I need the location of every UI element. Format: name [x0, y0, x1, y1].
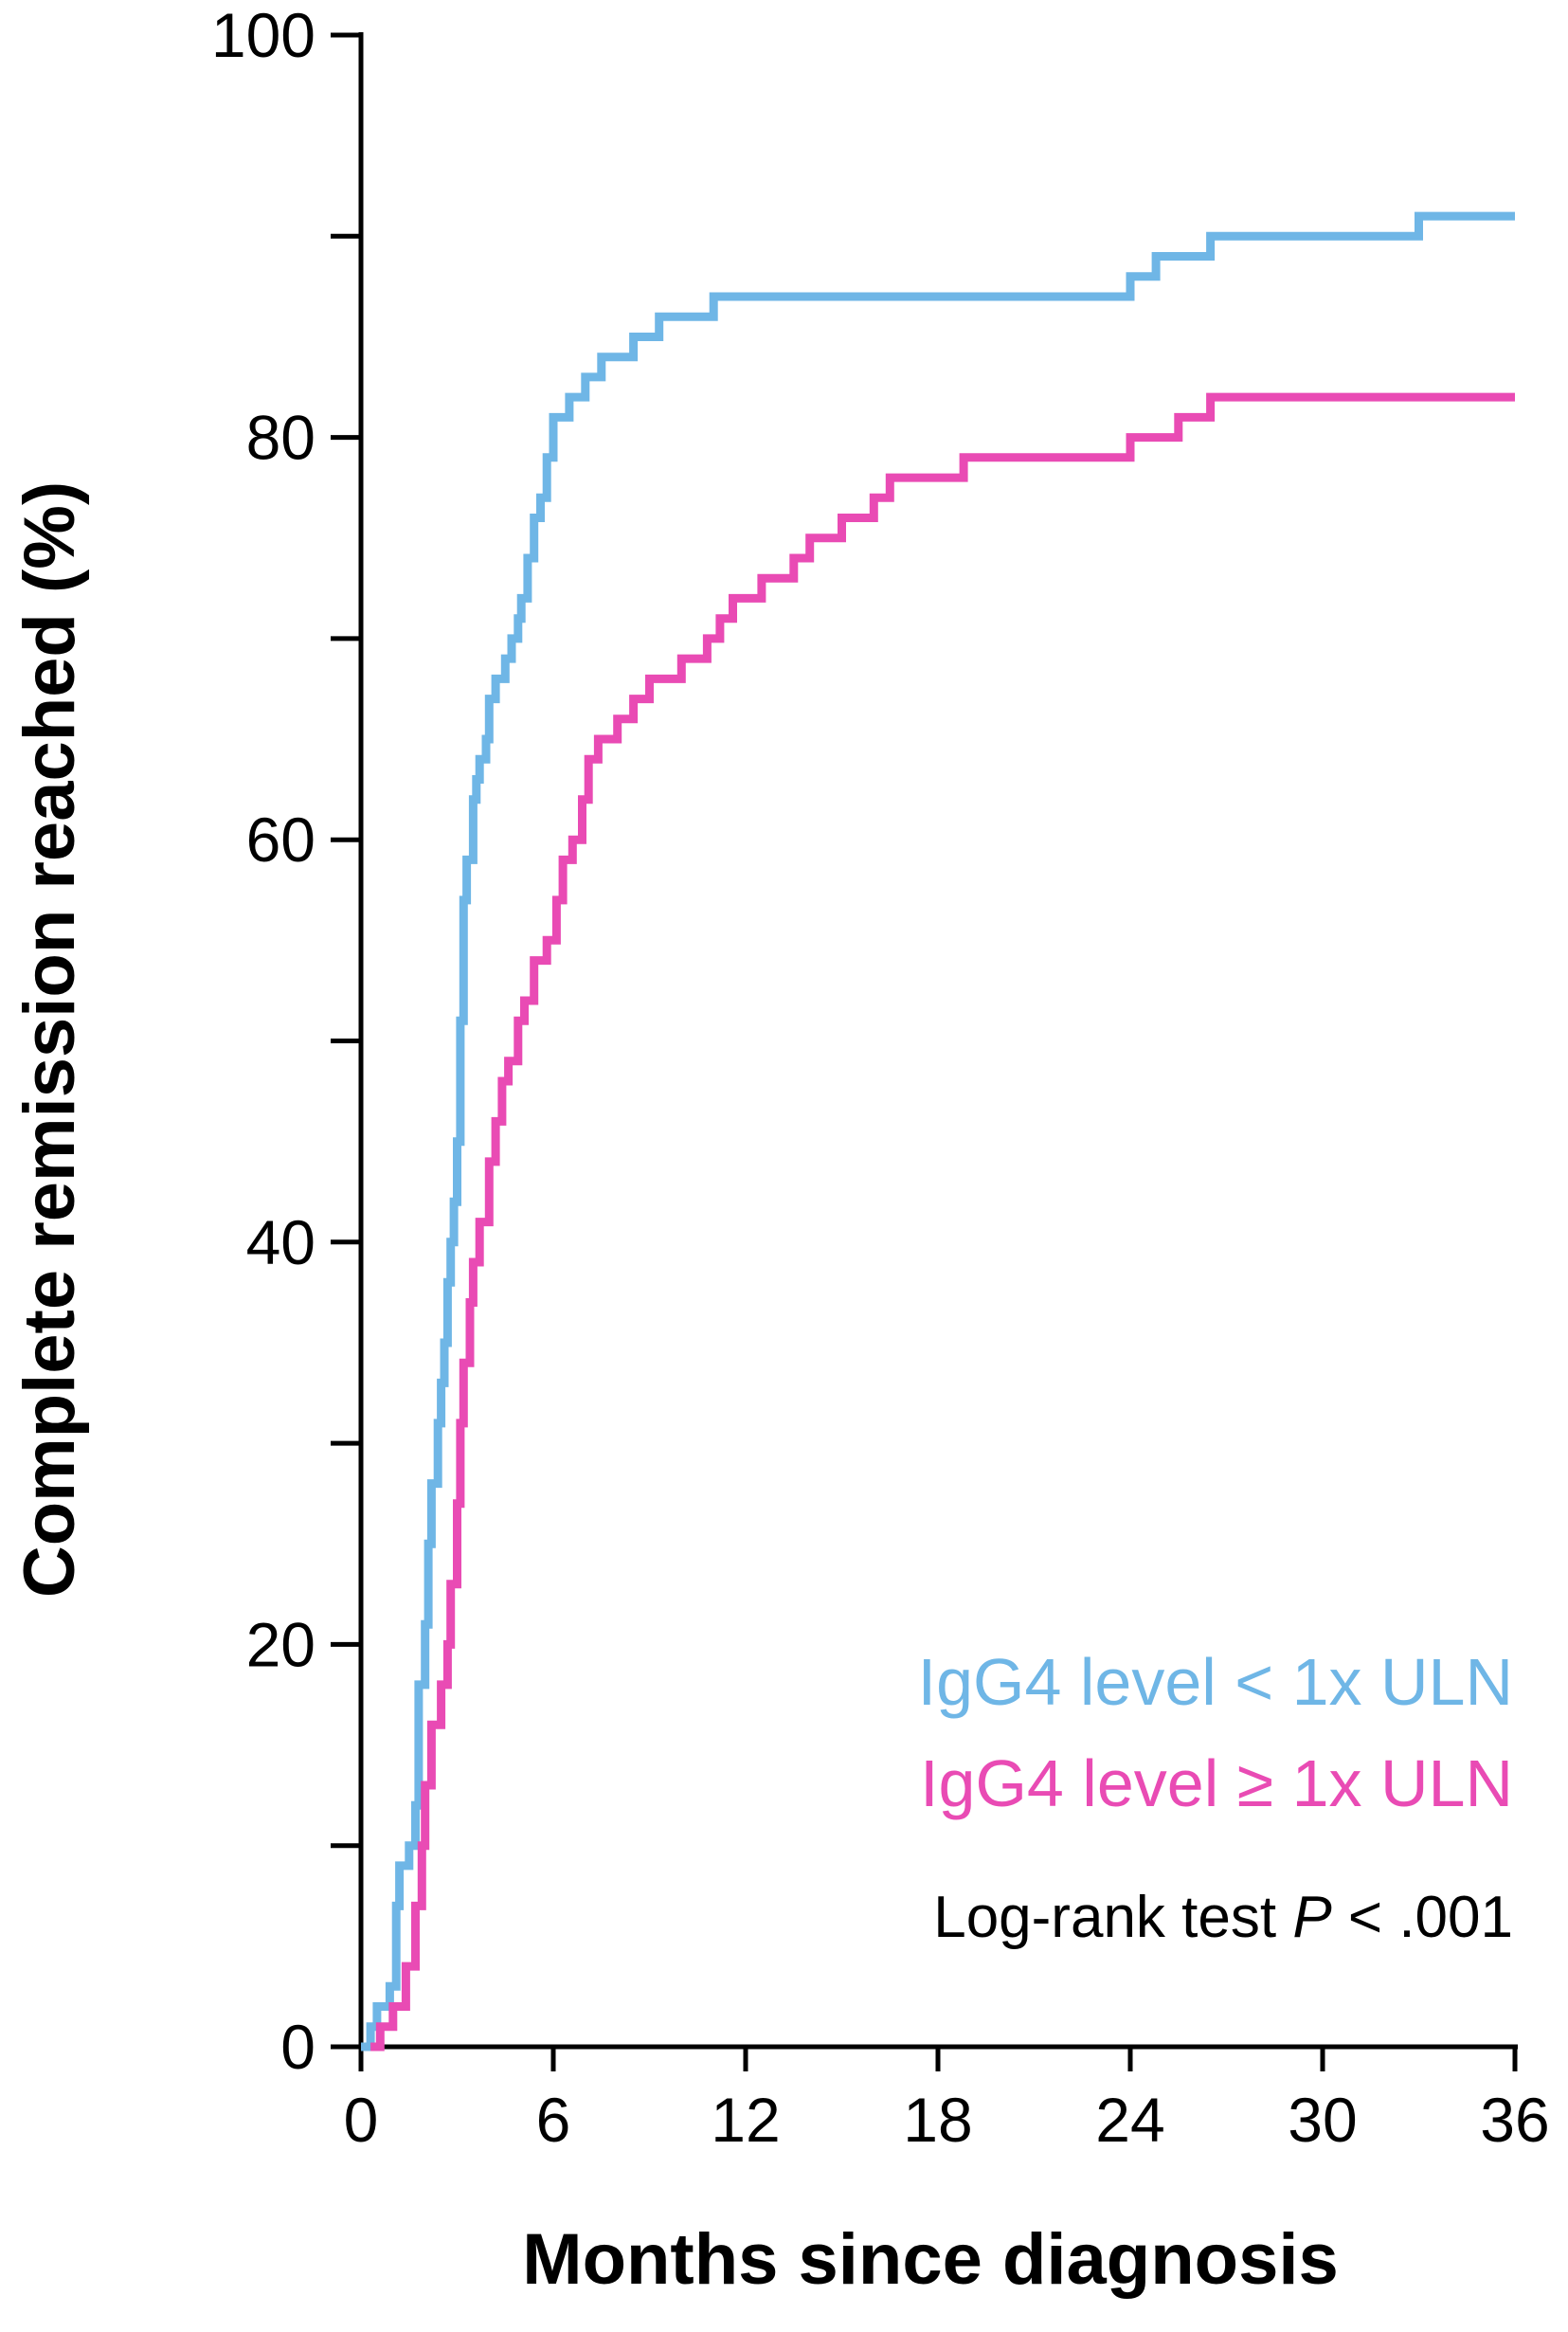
- logrank-annotation: Log-rank test P < .001: [933, 1885, 1513, 1950]
- logrank-suffix: < .001: [1332, 1885, 1513, 1950]
- x-tick-label: 6: [536, 2085, 571, 2155]
- x-tick-label: 0: [344, 2085, 379, 2155]
- series-line-1: [370, 392, 1515, 2052]
- y-axis: 0 20 40 60 80 100: [211, 0, 364, 2082]
- y-tick-label: 60: [246, 804, 315, 875]
- x-tick-label: 18: [903, 2085, 972, 2155]
- logrank-prefix: Log-rank test: [933, 1885, 1292, 1950]
- x-tick-label: 24: [1095, 2085, 1164, 2155]
- y-tick-label: 20: [246, 1609, 315, 1679]
- x-ticks: 0 6 12 18 24 30 36: [344, 2047, 1550, 2155]
- series-line-0: [361, 211, 1515, 2052]
- y-tick-label: 40: [246, 1207, 315, 1277]
- y-ticks: 0 20 40 60 80 100: [211, 0, 361, 2082]
- legend: IgG4 level < 1x ULN IgG4 level ≥ 1x ULN: [918, 1645, 1513, 1820]
- y-tick-label: 0: [280, 2012, 315, 2082]
- logrank-p: P: [1292, 1885, 1331, 1950]
- y-tick-label: 100: [211, 0, 315, 70]
- x-axis-title: Months since diagnosis: [522, 2219, 1338, 2300]
- y-axis-title: Complete remission reached (%): [9, 481, 90, 1598]
- x-tick-label: 36: [1480, 2085, 1549, 2155]
- x-tick-label: 30: [1288, 2085, 1357, 2155]
- x-axis: 0 6 12 18 24 30 36: [344, 2044, 1550, 2155]
- series-layer: [361, 211, 1515, 2052]
- x-tick-label: 12: [711, 2085, 780, 2155]
- y-tick-label: 80: [246, 403, 315, 473]
- legend-entry-low: IgG4 level < 1x ULN: [918, 1645, 1513, 1719]
- legend-entry-high: IgG4 level ≥ 1x ULN: [920, 1746, 1513, 1820]
